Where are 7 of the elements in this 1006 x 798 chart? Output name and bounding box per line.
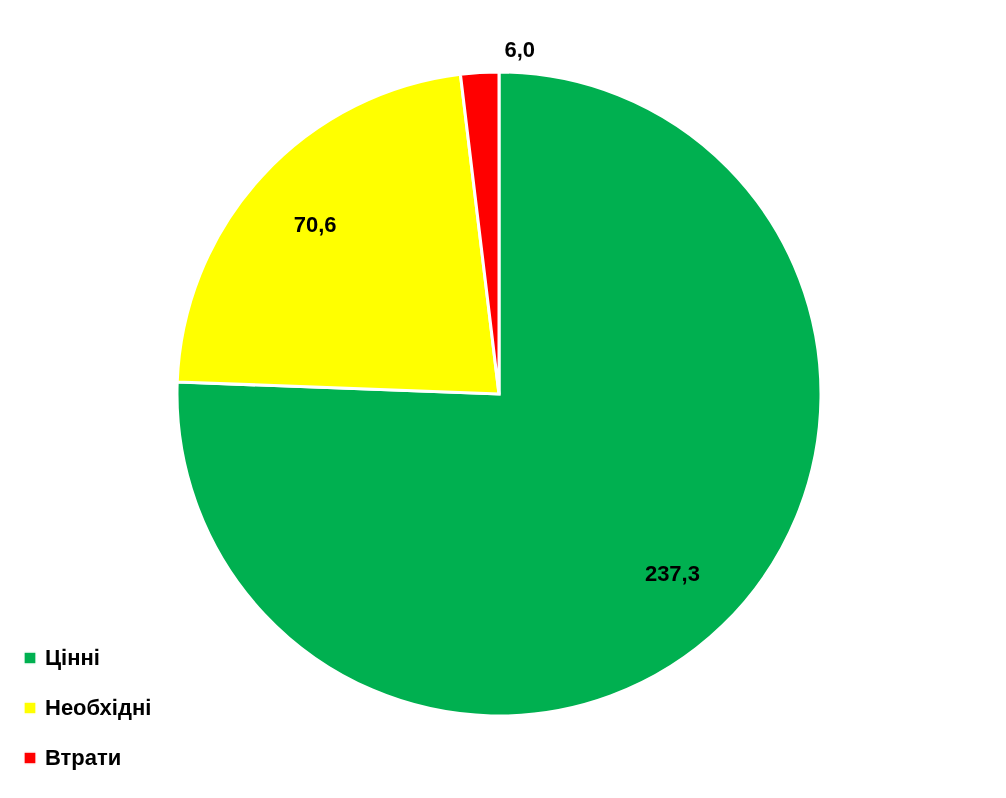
legend-label: Цінні (45, 645, 100, 670)
data-label: 237,3 (644, 561, 700, 587)
data-label: 70,6 (293, 211, 337, 237)
legend-label: Необхідні (45, 695, 152, 720)
legend-label: Втрати (45, 745, 122, 770)
data-label: 6,0 (504, 36, 535, 62)
pie-slice (175, 70, 823, 717)
